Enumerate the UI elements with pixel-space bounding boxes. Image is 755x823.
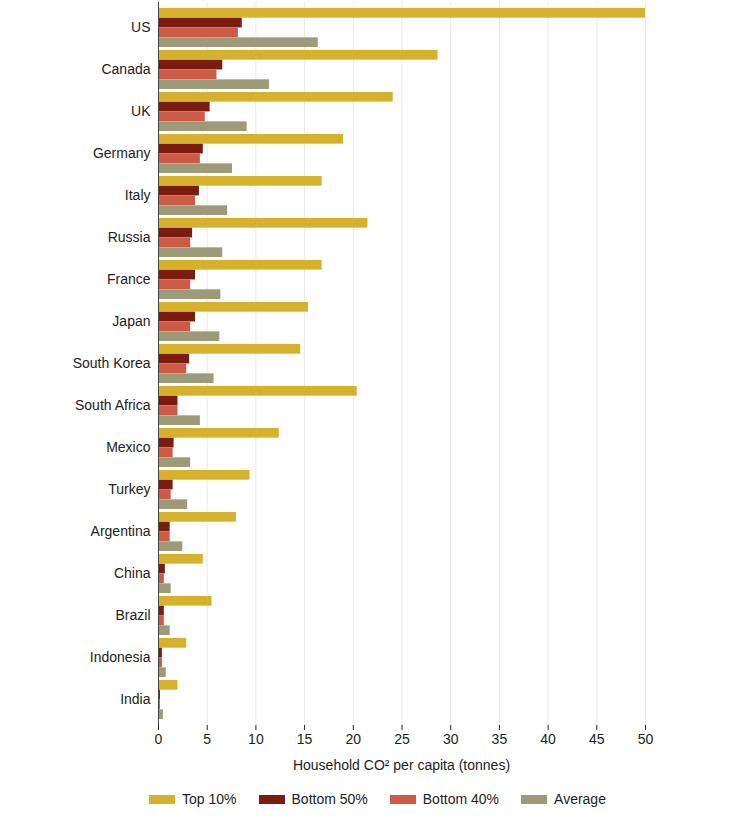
svg-text:Indonesia: Indonesia bbox=[90, 649, 151, 665]
svg-text:30: 30 bbox=[443, 731, 459, 747]
svg-text:Canada: Canada bbox=[101, 61, 150, 77]
svg-text:Russia: Russia bbox=[108, 229, 151, 245]
svg-text:China: China bbox=[114, 565, 151, 581]
svg-text:South Africa: South Africa bbox=[75, 397, 151, 413]
svg-text:India: India bbox=[120, 691, 151, 707]
svg-text:UK: UK bbox=[131, 103, 151, 119]
svg-text:South Korea: South Korea bbox=[73, 355, 151, 371]
html-text:Bottom 50%: Bottom 50% bbox=[291, 791, 368, 807]
html-text:Household CO² per capita (tonn: Household CO² per capita (tonnes) bbox=[292, 757, 510, 773]
svg-text:35: 35 bbox=[492, 731, 508, 747]
svg-text:15: 15 bbox=[297, 731, 313, 747]
svg-text:10: 10 bbox=[248, 731, 264, 747]
html-text:Bottom 40%: Bottom 40% bbox=[422, 791, 499, 807]
svg-text:US: US bbox=[131, 19, 150, 35]
html-text:Average: Average bbox=[554, 791, 606, 807]
svg-text:40: 40 bbox=[540, 731, 556, 747]
svg-text:50: 50 bbox=[638, 731, 654, 747]
svg-text:Germany: Germany bbox=[93, 145, 151, 161]
svg-text:20: 20 bbox=[346, 731, 362, 747]
svg-text:5: 5 bbox=[203, 731, 211, 747]
svg-text:Mexico: Mexico bbox=[106, 439, 151, 455]
svg-text:0: 0 bbox=[155, 731, 163, 747]
svg-text:45: 45 bbox=[589, 731, 605, 747]
svg-text:Turkey: Turkey bbox=[108, 481, 150, 497]
html-text:Top 10%: Top 10% bbox=[182, 791, 237, 807]
svg-text:Italy: Italy bbox=[125, 187, 151, 203]
svg-text:Japan: Japan bbox=[112, 313, 150, 329]
svg-text:Argentina: Argentina bbox=[91, 523, 151, 539]
svg-text:25: 25 bbox=[394, 731, 410, 747]
svg-text:France: France bbox=[107, 271, 151, 287]
svg-text:Brazil: Brazil bbox=[115, 607, 150, 623]
